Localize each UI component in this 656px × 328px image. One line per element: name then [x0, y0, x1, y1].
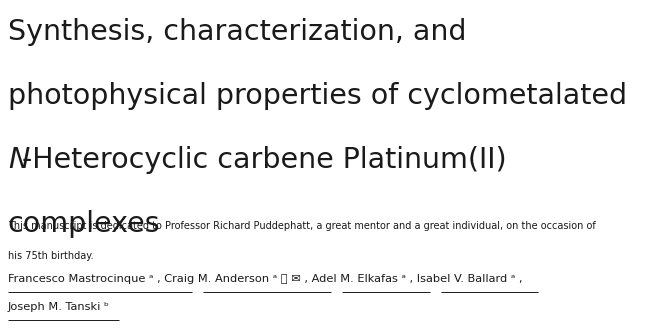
Text: Joseph M. Tanski ᵇ: Joseph M. Tanski ᵇ [8, 302, 110, 312]
Text: his 75th birthday.: his 75th birthday. [8, 251, 94, 261]
Text: This manuscript is dedicated to Professor Richard Puddephatt, a great mentor and: This manuscript is dedicated to Professo… [8, 221, 596, 231]
Text: photophysical properties of cyclometalated: photophysical properties of cyclometalat… [8, 82, 627, 110]
Text: complexes: complexes [8, 210, 161, 238]
Text: Francesco Mastrocinque ᵃ , Craig M. Anderson ᵃ ⌶ ✉ , Adel M. Elkafas ᵃ , Isabel : Francesco Mastrocinque ᵃ , Craig M. Ande… [8, 274, 522, 284]
Text: N: N [8, 146, 30, 174]
Text: Synthesis, characterization, and: Synthesis, characterization, and [8, 18, 466, 46]
Text: -Heterocyclic carbene Platinum(II): -Heterocyclic carbene Platinum(II) [22, 146, 507, 174]
